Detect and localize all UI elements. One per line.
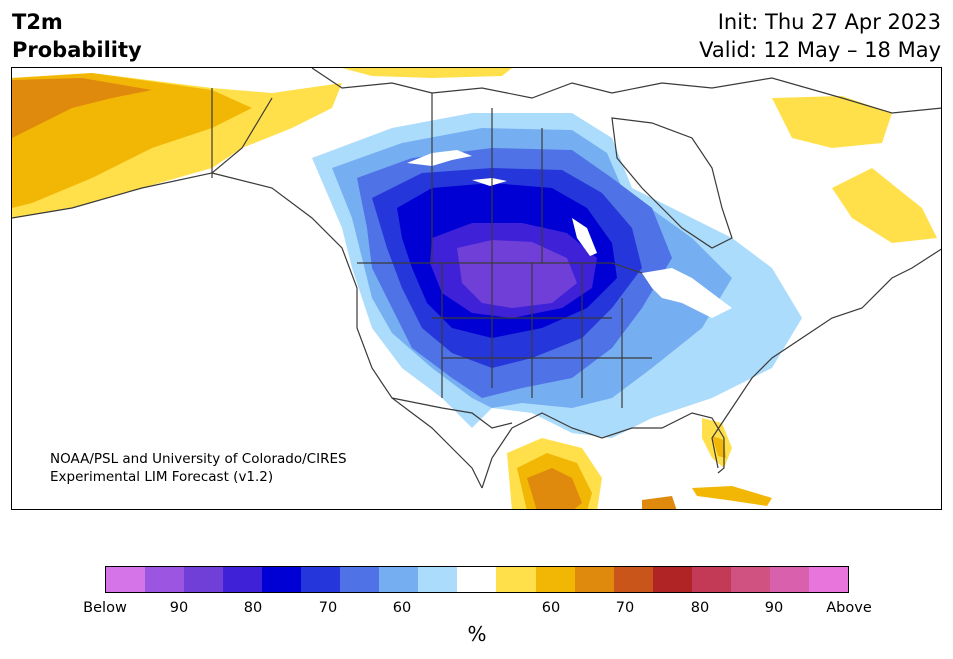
alaska-above-80 <box>12 78 152 138</box>
hudson-bay-outline <box>611 117 733 249</box>
great-bear-lake <box>407 150 472 166</box>
colorbar-segment <box>613 567 653 592</box>
canada-us-border <box>357 262 643 274</box>
colorbar-segment <box>184 567 224 592</box>
labrador-above-60 <box>832 168 937 243</box>
title-line-2: Probability <box>12 38 142 62</box>
colorbar-segment <box>730 567 770 592</box>
map-outlines <box>12 68 941 489</box>
east-coast-outline <box>711 248 941 469</box>
colorbar-segment <box>535 567 575 592</box>
state-lines <box>432 263 652 408</box>
colorbar-segment <box>145 567 185 592</box>
yucatan-above-80 <box>642 496 677 509</box>
chart-title: T2m Probability <box>12 8 142 64</box>
colorbar-tick-label: Below <box>83 600 127 616</box>
credit-line-2: Experimental LIM Forecast (v1.2) <box>50 469 274 485</box>
init-date: Init: Thu 27 Apr 2023 <box>717 10 941 34</box>
province-lines <box>211 88 543 263</box>
florida-above-70 <box>712 436 726 458</box>
colorbar-segment <box>340 567 380 592</box>
map-panel: NOAA/PSL and University of Colorado/CIRE… <box>11 67 942 510</box>
mexico-above-80 <box>527 468 582 509</box>
colorbar-tick-label: 70 <box>615 600 635 616</box>
lake-winnipeg <box>572 218 597 256</box>
west-coast-outline <box>211 172 483 489</box>
gulf-coast-outline <box>481 412 725 489</box>
colorbar-tick-label: 90 <box>764 600 784 616</box>
valid-range: Valid: 12 May – 18 May <box>699 38 941 62</box>
colorbar-segment <box>496 567 536 592</box>
cuba-above-70 <box>692 486 772 506</box>
below-max2 <box>457 240 577 308</box>
colorbar-tick-label: 80 <box>243 600 263 616</box>
great-slave-lake <box>472 178 507 186</box>
colorbar <box>105 566 849 593</box>
colorbar-segment <box>262 567 302 592</box>
colorbar-segment <box>574 567 614 592</box>
colorbar-tick-label: 60 <box>392 600 412 616</box>
colorbar-tick-label: 70 <box>318 600 338 616</box>
colorbar-segment <box>418 567 458 592</box>
colorbar-segment <box>106 567 146 592</box>
colorbar-unit: % <box>467 622 487 646</box>
colorbar-tick-label: 80 <box>690 600 710 616</box>
probability-map <box>12 68 941 509</box>
mexico-border <box>391 397 513 429</box>
colorbar-segment <box>769 567 809 592</box>
colorbar-tick-label: Above <box>826 600 872 616</box>
colorbar-segment <box>652 567 692 592</box>
colorbar-tick-label: 60 <box>541 600 561 616</box>
colorbar-segment <box>808 567 848 592</box>
colorbar-segment <box>223 567 263 592</box>
colorbar-segment <box>457 567 497 592</box>
nw-canada-above-60 <box>342 68 512 78</box>
colorbar-segment <box>379 567 419 592</box>
baffin-above-60 <box>772 96 892 148</box>
title-line-1: T2m <box>12 10 63 34</box>
credit-line-1: NOAA/PSL and University of Colorado/CIRE… <box>50 451 347 467</box>
colorbar-tick-label: 90 <box>169 600 189 616</box>
colorbar-segment <box>691 567 731 592</box>
north-coast-outline <box>12 68 941 219</box>
credit-text: NOAA/PSL and University of Colorado/CIRE… <box>50 450 347 486</box>
great-lakes <box>642 268 732 318</box>
colorbar-segment <box>301 567 341 592</box>
date-info: Init: Thu 27 Apr 2023 Valid: 12 May – 18… <box>699 8 941 64</box>
